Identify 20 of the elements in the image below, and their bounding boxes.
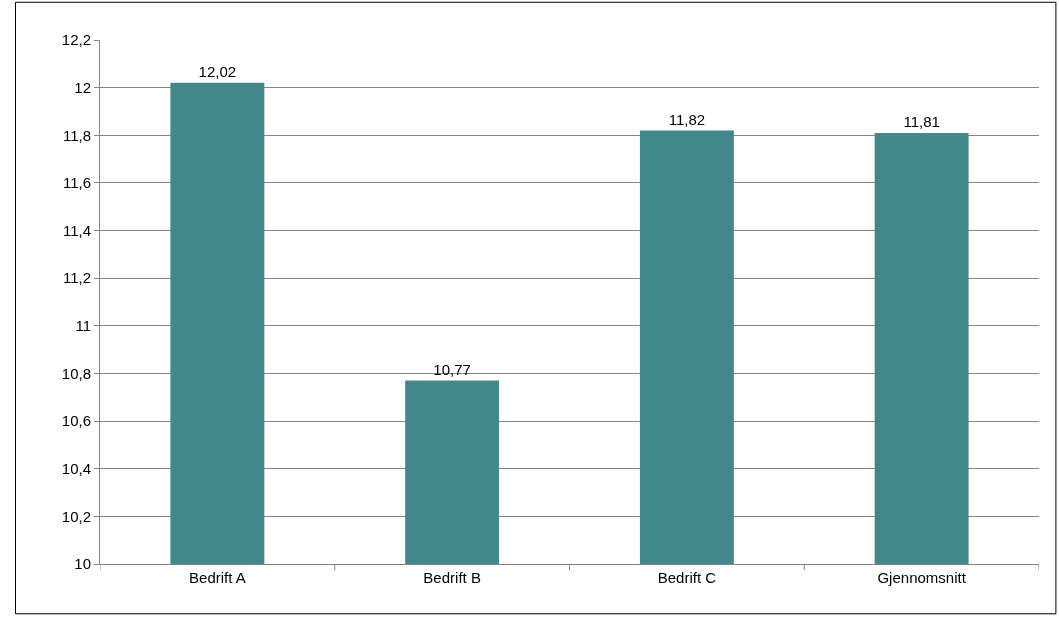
y-tick-label: 10 xyxy=(74,555,91,573)
y-tick-label: 10,2 xyxy=(61,507,91,525)
data-label: 12,02 xyxy=(198,62,237,80)
y-tick-label: 12,2 xyxy=(61,31,91,49)
y-tick-label: 11,4 xyxy=(62,221,91,239)
data-label: 10,77 xyxy=(433,360,471,378)
y-tick-label: 10,8 xyxy=(61,364,91,382)
y-tick-label: 12 xyxy=(74,78,91,96)
x-tick-label: Bedrift C xyxy=(657,569,717,586)
data-label: 11,81 xyxy=(903,112,940,130)
y-tick-label: 11,8 xyxy=(62,126,91,144)
y-tick-label: 11 xyxy=(75,317,91,335)
x-tick-label: Bedrift A xyxy=(189,569,246,586)
data-label: 11,82 xyxy=(668,110,706,128)
x-tick-label: Gjennomsnitt xyxy=(877,569,967,586)
y-tick-label: 11,2 xyxy=(62,269,91,287)
y-tick-label: 10,4 xyxy=(61,459,91,477)
y-tick-label: 11,6 xyxy=(62,174,91,192)
y-tick-label: 10,6 xyxy=(61,412,91,430)
x-tick-label: Bedrift B xyxy=(423,569,481,586)
